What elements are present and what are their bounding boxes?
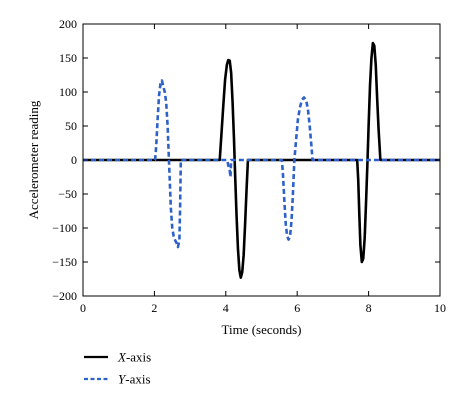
y-axis-label: Accelerometer reading xyxy=(26,100,41,219)
x-tick-label: 6 xyxy=(294,301,300,315)
x-tick-label: 8 xyxy=(366,301,372,315)
y-tick-label: −200 xyxy=(52,289,77,303)
legend-label: Y-axis xyxy=(118,372,151,387)
y-tick-label: 150 xyxy=(59,51,77,65)
x-tick-label: 0 xyxy=(80,301,86,315)
x-tick-label: 10 xyxy=(434,301,446,315)
series-line-x xyxy=(83,41,440,279)
y-tick-label: 50 xyxy=(65,119,77,133)
y-tick-label: 200 xyxy=(59,17,77,31)
y-tick-label: −50 xyxy=(58,187,77,201)
x-axis-label: Time (seconds) xyxy=(221,322,301,337)
x-tick-label: 4 xyxy=(223,301,229,315)
plot-area xyxy=(83,41,440,279)
legend-label: X-axis xyxy=(117,350,151,365)
y-tick-label: −150 xyxy=(52,255,77,269)
series-line-y xyxy=(83,79,440,249)
legend: X-axis Y-axis xyxy=(84,350,151,387)
y-tick-label: −100 xyxy=(52,221,77,235)
x-tick-label: 2 xyxy=(151,301,157,315)
y-tick-label: 100 xyxy=(59,85,77,99)
axes: 0 2 4 6 8 10 −200 −150 −100 −50 0 50 100 150 200 xyxy=(52,17,446,315)
y-tick-label: 0 xyxy=(71,153,77,167)
